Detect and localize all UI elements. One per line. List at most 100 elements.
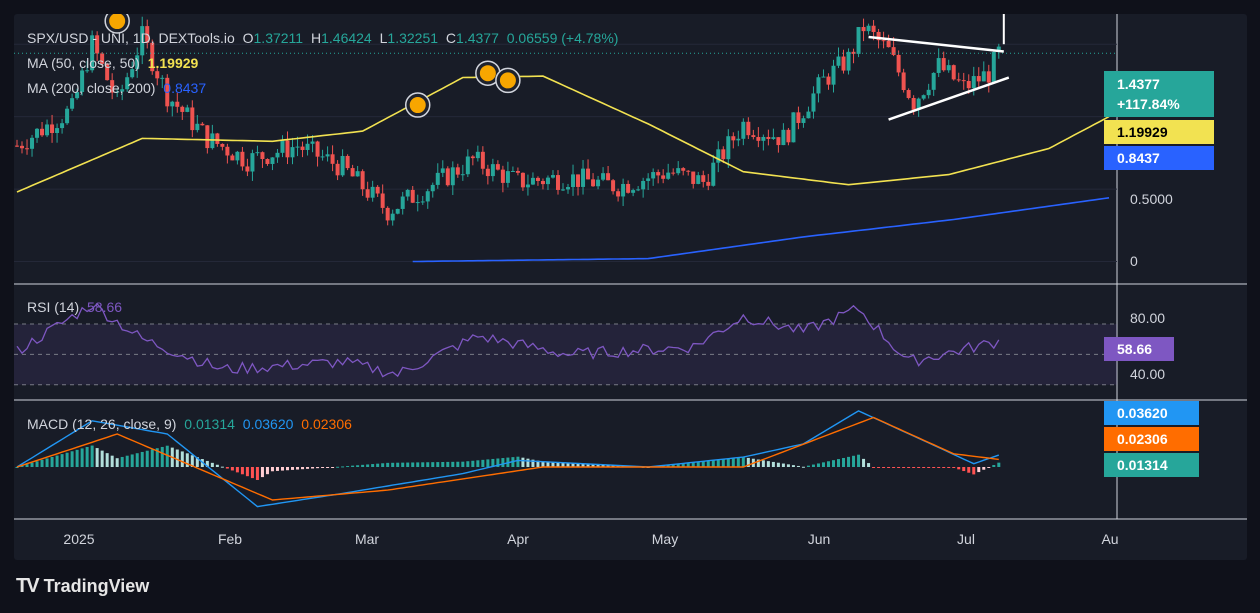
candle-body — [140, 26, 145, 56]
candle-body — [751, 135, 756, 138]
macd-histogram-bar — [932, 467, 936, 468]
macd-histogram-bar — [826, 461, 830, 467]
candle-body — [661, 175, 666, 179]
macd-histogram-bar — [701, 461, 705, 467]
candle-body — [691, 171, 696, 184]
macd-histogram-bar — [526, 458, 530, 467]
candle-body — [806, 111, 811, 119]
candle-body — [836, 56, 841, 66]
candle-body — [656, 172, 661, 176]
macd-histogram-bar — [997, 462, 1001, 467]
candle-body — [746, 121, 751, 136]
candle-body — [826, 76, 831, 85]
last-price: 1.4377 — [1117, 76, 1160, 92]
macd-histogram-bar — [205, 460, 209, 467]
candle-body — [520, 172, 525, 188]
macd-histogram-bar — [837, 459, 841, 467]
chart-canvas[interactable] — [14, 14, 1247, 560]
macd-histogram-bar — [842, 457, 846, 467]
time-label-mar: Mar — [354, 531, 380, 547]
macd-histogram-bar — [165, 445, 169, 467]
candle-body — [295, 146, 300, 148]
macd-histogram-bar — [341, 466, 345, 468]
macd-histogram-bar — [816, 463, 820, 467]
candle-body — [876, 31, 881, 41]
macd-histogram-bar — [746, 457, 750, 467]
candle-body — [130, 69, 135, 78]
candle-body — [355, 171, 360, 177]
macd-histogram-bar — [15, 467, 19, 468]
macd-histogram-bar — [852, 455, 856, 467]
macd-legend[interactable]: MACD (12, 26, close, 9) 0.01314 0.03620 … — [27, 416, 356, 432]
candle-body — [90, 35, 95, 71]
macd-histogram-bar — [937, 467, 941, 468]
macd-histogram-bar — [661, 465, 665, 467]
macd-histogram-bar — [992, 465, 996, 467]
candle-body — [455, 167, 460, 175]
candle-body — [410, 189, 415, 203]
tradingview-brand[interactable]: TV TradingView — [16, 575, 149, 598]
macd-histogram-bar — [907, 467, 911, 468]
candle-body — [345, 155, 350, 169]
macd-histogram-bar — [501, 458, 505, 467]
candle-body — [200, 123, 205, 126]
macd-histogram-bar — [736, 457, 740, 467]
candle-body — [435, 172, 440, 185]
close-label: C — [445, 30, 457, 46]
macd-histogram-bar — [796, 465, 800, 467]
ma200-legend[interactable]: MA (200, close, 200) 0.8437 — [27, 80, 210, 96]
candle-body — [155, 71, 160, 79]
ma50-badge: 1.19929 — [1104, 120, 1214, 144]
macd-histogram-bar — [731, 458, 735, 467]
candle-body — [375, 186, 380, 194]
candle-body — [245, 166, 250, 172]
macd-histogram-bar — [85, 446, 89, 467]
macd-histogram-bar — [877, 467, 881, 468]
candle-body — [270, 157, 275, 164]
macd-histogram-bar — [90, 445, 94, 467]
macd-histogram-bar — [50, 456, 54, 467]
candle-body — [911, 97, 916, 110]
symbol-legend: SPX/USD - UNI, 1D, DEXTools.io O1.37211 … — [27, 30, 622, 46]
candle-body — [320, 156, 325, 158]
macd-histogram-bar — [371, 464, 375, 467]
macd-histogram-bar — [446, 461, 450, 467]
macd-histogram-bar — [115, 458, 119, 467]
last-change: +117.84% — [1117, 96, 1180, 112]
candle-body — [230, 155, 235, 161]
candle-body — [916, 98, 921, 110]
macd-histogram-bar — [326, 467, 330, 468]
macd-histogram-bar — [892, 467, 896, 468]
candle-body — [676, 168, 681, 174]
macd-histogram-bar — [406, 462, 410, 467]
candle-body — [250, 153, 255, 172]
candle-body — [85, 70, 90, 72]
candle-body — [811, 93, 816, 112]
macd-signal-value: 0.02306 — [301, 416, 352, 432]
candle-body — [550, 175, 555, 178]
macd-badge: 0.03620 — [1104, 401, 1199, 425]
time-label-aug: Au — [1101, 531, 1119, 547]
rsi-legend[interactable]: RSI (14) 58.66 — [27, 299, 126, 315]
macd-histogram-bar — [411, 462, 415, 467]
candle-body — [841, 56, 846, 71]
macd-histogram-bar — [556, 462, 560, 467]
ma50-legend[interactable]: MA (50, close, 50) 1.19929 — [27, 55, 202, 71]
high-label: H — [310, 30, 322, 46]
candle-body — [781, 129, 786, 146]
macd-histogram-bar — [230, 467, 234, 471]
macd-histogram-bar — [291, 467, 295, 470]
macd-histogram-bar — [962, 467, 966, 472]
macd-histogram-bar — [265, 467, 269, 475]
ma200-badge-value: 0.8437 — [1117, 150, 1160, 166]
candle-body — [20, 145, 25, 149]
candle-body — [896, 54, 901, 73]
macd-histogram-bar — [20, 465, 24, 467]
candle-body — [706, 181, 711, 186]
macd-histogram-bar — [105, 453, 109, 467]
ma200-value: 0.8437 — [163, 80, 207, 96]
macd-histogram-bar — [421, 462, 425, 467]
candle-body — [310, 141, 315, 144]
macd-histogram-bar — [366, 464, 370, 467]
candle-body — [135, 55, 140, 70]
